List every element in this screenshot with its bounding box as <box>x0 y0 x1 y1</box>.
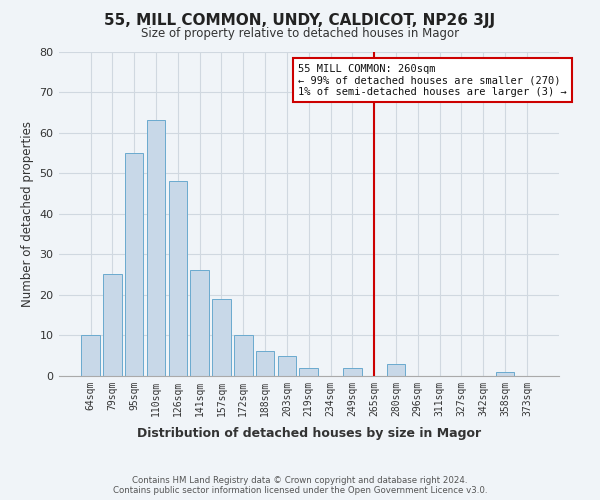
Bar <box>103 274 122 376</box>
X-axis label: Distribution of detached houses by size in Magor: Distribution of detached houses by size … <box>137 427 481 440</box>
Text: Contains HM Land Registry data © Crown copyright and database right 2024.
Contai: Contains HM Land Registry data © Crown c… <box>113 476 487 495</box>
Bar <box>278 356 296 376</box>
Bar <box>190 270 209 376</box>
Bar <box>125 153 143 376</box>
Text: 55, MILL COMMON, UNDY, CALDICOT, NP26 3JJ: 55, MILL COMMON, UNDY, CALDICOT, NP26 3J… <box>104 12 496 28</box>
Bar <box>387 364 405 376</box>
Bar <box>147 120 165 376</box>
Bar <box>343 368 362 376</box>
Bar <box>299 368 318 376</box>
Bar <box>81 335 100 376</box>
Text: Size of property relative to detached houses in Magor: Size of property relative to detached ho… <box>141 28 459 40</box>
Bar <box>169 181 187 376</box>
Y-axis label: Number of detached properties: Number of detached properties <box>21 120 34 306</box>
Bar <box>234 335 253 376</box>
Bar <box>256 352 274 376</box>
Bar <box>496 372 514 376</box>
Text: 55 MILL COMMON: 260sqm
← 99% of detached houses are smaller (270)
1% of semi-det: 55 MILL COMMON: 260sqm ← 99% of detached… <box>298 64 566 97</box>
Bar <box>212 299 231 376</box>
